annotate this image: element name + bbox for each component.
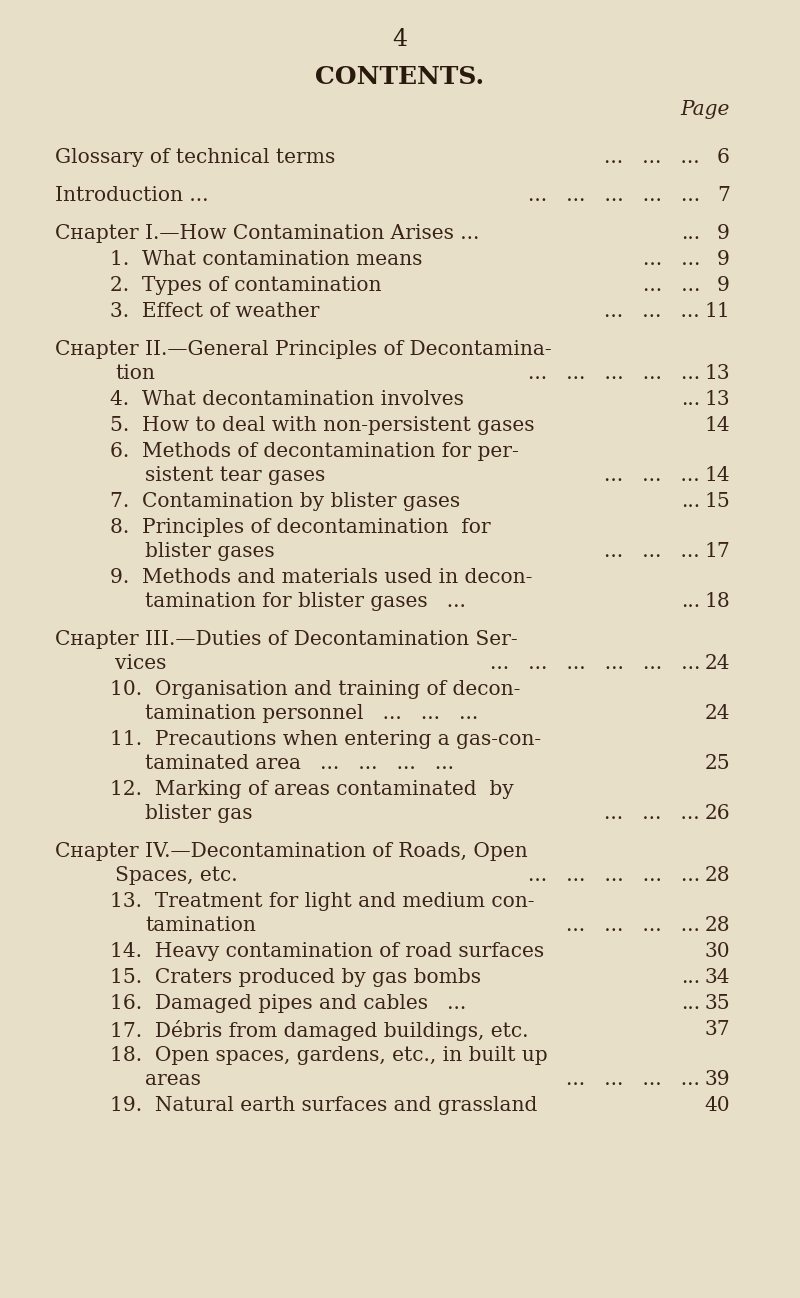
Text: areas: areas bbox=[145, 1070, 201, 1089]
Text: 40: 40 bbox=[704, 1096, 730, 1115]
Text: 11.  Precautions when entering a gas-con-: 11. Precautions when entering a gas-con- bbox=[110, 729, 541, 749]
Text: ...   ...   ...: ... ... ... bbox=[604, 302, 700, 321]
Text: 17.  Débris from damaged buildings, etc.: 17. Débris from damaged buildings, etc. bbox=[110, 1020, 529, 1041]
Text: 24: 24 bbox=[705, 654, 730, 672]
Text: ...: ... bbox=[681, 968, 700, 986]
Text: 19.  Natural earth surfaces and grassland: 19. Natural earth surfaces and grassland bbox=[110, 1096, 538, 1115]
Text: 3.  Effect of weather: 3. Effect of weather bbox=[110, 302, 319, 321]
Text: Cʜapter II.—General Principles of Decontamina-: Cʜapter II.—General Principles of Decont… bbox=[55, 340, 552, 360]
Text: 9.  Methods and materials used in decon-: 9. Methods and materials used in decon- bbox=[110, 569, 532, 587]
Text: Spaces, etc.: Spaces, etc. bbox=[115, 866, 238, 885]
Text: ...   ...: ... ... bbox=[642, 276, 700, 295]
Text: ...   ...   ...   ...: ... ... ... ... bbox=[566, 1070, 700, 1089]
Text: ...   ...   ...: ... ... ... bbox=[604, 466, 700, 485]
Text: 34: 34 bbox=[705, 968, 730, 986]
Text: 9: 9 bbox=[717, 276, 730, 295]
Text: Glossary of technical terms: Glossary of technical terms bbox=[55, 148, 335, 167]
Text: 28: 28 bbox=[704, 866, 730, 885]
Text: ...: ... bbox=[681, 389, 700, 409]
Text: ...: ... bbox=[681, 592, 700, 611]
Text: 2.  Types of contamination: 2. Types of contamination bbox=[110, 276, 382, 295]
Text: 18.  Open spaces, gardens, etc., in built up: 18. Open spaces, gardens, etc., in built… bbox=[110, 1046, 548, 1064]
Text: 1.  What contamination means: 1. What contamination means bbox=[110, 251, 422, 269]
Text: 6.  Methods of decontamination for per-: 6. Methods of decontamination for per- bbox=[110, 443, 518, 461]
Text: 15.  Craters produced by gas bombs: 15. Craters produced by gas bombs bbox=[110, 968, 481, 986]
Text: 9: 9 bbox=[717, 225, 730, 243]
Text: ...   ...   ...: ... ... ... bbox=[604, 148, 700, 167]
Text: sistent tear gases: sistent tear gases bbox=[145, 466, 326, 485]
Text: blister gas: blister gas bbox=[145, 803, 253, 823]
Text: 9: 9 bbox=[717, 251, 730, 269]
Text: 18: 18 bbox=[704, 592, 730, 611]
Text: CONTENTS.: CONTENTS. bbox=[315, 65, 485, 90]
Text: ...: ... bbox=[681, 994, 700, 1012]
Text: 39: 39 bbox=[704, 1070, 730, 1089]
Text: Page: Page bbox=[681, 100, 730, 119]
Text: 14.  Heavy contamination of road surfaces: 14. Heavy contamination of road surfaces bbox=[110, 942, 544, 961]
Text: taminated area   ...   ...   ...   ...: taminated area ... ... ... ... bbox=[145, 754, 454, 774]
Text: tamination personnel   ...   ...   ...: tamination personnel ... ... ... bbox=[145, 704, 478, 723]
Text: ...   ...   ...   ...: ... ... ... ... bbox=[566, 916, 700, 935]
Text: blister gases: blister gases bbox=[145, 543, 274, 561]
Text: Introduction ...: Introduction ... bbox=[55, 186, 209, 205]
Text: ...   ...   ...   ...   ...: ... ... ... ... ... bbox=[528, 186, 700, 205]
Text: 17: 17 bbox=[704, 543, 730, 561]
Text: 13: 13 bbox=[704, 363, 730, 383]
Text: 14: 14 bbox=[704, 415, 730, 435]
Text: 37: 37 bbox=[704, 1020, 730, 1038]
Text: ...   ...   ...   ...   ...: ... ... ... ... ... bbox=[528, 363, 700, 383]
Text: ...   ...   ...   ...   ...: ... ... ... ... ... bbox=[528, 866, 700, 885]
Text: 12.  Marking of areas contaminated  by: 12. Marking of areas contaminated by bbox=[110, 780, 514, 800]
Text: Cʜapter III.—Duties of Decontamination Ser-: Cʜapter III.—Duties of Decontamination S… bbox=[55, 630, 518, 649]
Text: 35: 35 bbox=[704, 994, 730, 1012]
Text: 7: 7 bbox=[717, 186, 730, 205]
Text: tion: tion bbox=[115, 363, 155, 383]
Text: 13: 13 bbox=[704, 389, 730, 409]
Text: 30: 30 bbox=[704, 942, 730, 961]
Text: ...   ...   ...   ...   ...   ...: ... ... ... ... ... ... bbox=[490, 654, 700, 672]
Text: ...   ...   ...: ... ... ... bbox=[604, 543, 700, 561]
Text: ...   ...   ...: ... ... ... bbox=[604, 803, 700, 823]
Text: ...   ...: ... ... bbox=[642, 251, 700, 269]
Text: 6: 6 bbox=[717, 148, 730, 167]
Text: 28: 28 bbox=[704, 916, 730, 935]
Text: 5.  How to deal with non-persistent gases: 5. How to deal with non-persistent gases bbox=[110, 415, 534, 435]
Text: tamination for blister gases   ...: tamination for blister gases ... bbox=[145, 592, 466, 611]
Text: 25: 25 bbox=[704, 754, 730, 774]
Text: Cʜapter IV.—Decontamination of Roads, Open: Cʜapter IV.—Decontamination of Roads, Op… bbox=[55, 842, 528, 861]
Text: 7.  Contamination by blister gases: 7. Contamination by blister gases bbox=[110, 492, 460, 511]
Text: 15: 15 bbox=[704, 492, 730, 511]
Text: ...: ... bbox=[681, 492, 700, 511]
Text: 4: 4 bbox=[393, 29, 407, 51]
Text: 13.  Treatment for light and medium con-: 13. Treatment for light and medium con- bbox=[110, 892, 534, 911]
Text: tamination: tamination bbox=[145, 916, 256, 935]
Text: Cʜapter I.—How Contamination Arises ...: Cʜapter I.—How Contamination Arises ... bbox=[55, 225, 479, 243]
Text: 24: 24 bbox=[705, 704, 730, 723]
Text: 14: 14 bbox=[704, 466, 730, 485]
Text: 10.  Organisation and training of decon-: 10. Organisation and training of decon- bbox=[110, 680, 520, 700]
Text: ...: ... bbox=[681, 225, 700, 243]
Text: 11: 11 bbox=[704, 302, 730, 321]
Text: 4.  What decontamination involves: 4. What decontamination involves bbox=[110, 389, 464, 409]
Text: 16.  Damaged pipes and cables   ...: 16. Damaged pipes and cables ... bbox=[110, 994, 466, 1012]
Text: 8.  Principles of decontamination  for: 8. Principles of decontamination for bbox=[110, 518, 490, 537]
Text: vices: vices bbox=[115, 654, 166, 672]
Text: 26: 26 bbox=[704, 803, 730, 823]
